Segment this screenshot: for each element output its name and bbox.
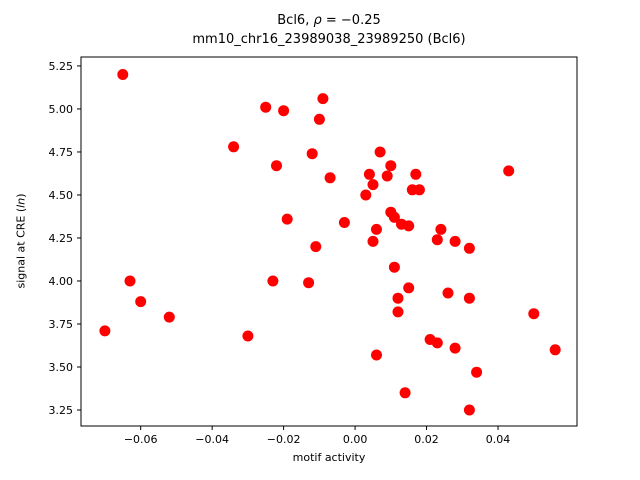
scatter-point [549, 344, 561, 356]
scatter-point [442, 287, 454, 299]
scatter-point [163, 311, 175, 323]
scatter-point [449, 342, 461, 354]
y-label-prefix: signal at CRE ( [14, 207, 28, 289]
scatter-point [338, 217, 350, 228]
scatter-point [392, 306, 404, 318]
title-rho-symbol: ρ [313, 13, 322, 28]
axes-frame [80, 56, 578, 427]
scatter-point [278, 105, 290, 117]
scatter-point [117, 69, 129, 80]
scatter-point [392, 292, 404, 304]
scatter-point [310, 241, 322, 253]
scatter-point [413, 184, 425, 196]
scatter-point [363, 168, 375, 180]
scatter-point [381, 170, 393, 182]
scatter-point [228, 141, 240, 153]
scatter-point [360, 189, 372, 201]
scatter-point [403, 282, 415, 294]
scatter-point [403, 220, 415, 232]
scatter-point [371, 223, 382, 235]
scatter-point [306, 148, 318, 160]
scatter-point [388, 261, 400, 273]
scatter-point [99, 325, 111, 337]
scatter-point [324, 172, 336, 184]
x-tick-label: −0.04 [195, 433, 229, 446]
scatter-point [313, 113, 325, 125]
y-label-ln: ln [14, 197, 28, 208]
scatter-point [267, 275, 279, 287]
scatter-point [317, 93, 329, 105]
y-tick-label: 4.25 [49, 232, 74, 245]
y-tick-label: 5.25 [49, 60, 74, 73]
x-tick-label: −0.02 [267, 433, 301, 446]
scatter-point [271, 160, 282, 172]
y-axis-label: signal at CRE (ln) [15, 194, 28, 289]
scatter-point [388, 211, 400, 223]
scatter-point [260, 101, 272, 113]
scatter-point [367, 179, 379, 191]
scatter-point [303, 277, 315, 289]
title-correlation-value: = −0.25 [321, 13, 381, 28]
scatter-point [385, 160, 397, 172]
x-tick-label: 0.04 [486, 433, 511, 446]
scatter-point [124, 275, 136, 287]
scatter-point [371, 349, 382, 361]
chart-title-line1: Bcl6, ρ = −0.25 [277, 13, 380, 28]
y-tick-label: 4.75 [49, 146, 74, 159]
scatter-point [449, 235, 461, 247]
scatter-point [135, 296, 147, 308]
scatter-point [528, 308, 540, 320]
scatter-point [463, 242, 475, 254]
y-tick-label: 4.00 [49, 275, 74, 288]
scatter-point [242, 330, 254, 342]
x-axis-label: motif activity [292, 451, 366, 464]
scatter-point [463, 292, 475, 304]
x-tick-label: 0.02 [414, 433, 439, 446]
y-tick-label: 3.50 [49, 361, 74, 374]
scatter-point [410, 168, 422, 180]
scatter-point [431, 234, 443, 246]
y-tick-label: 4.50 [49, 189, 74, 202]
scatter-point [463, 404, 475, 416]
x-tick-label: −0.06 [124, 433, 158, 446]
scatter-point [367, 235, 379, 247]
y-label-suffix: ) [14, 193, 28, 198]
scatter-point [431, 337, 443, 349]
x-tick-label: 0.00 [343, 433, 368, 446]
title-prefix: Bcl6, [277, 13, 314, 28]
y-tick-label: 3.75 [49, 318, 74, 331]
scatter-point [471, 366, 483, 378]
chart-title-line2: mm10_chr16_23989038_23989250 (Bcl6) [192, 32, 466, 47]
scatter-point [374, 146, 386, 158]
scatter-point [281, 213, 293, 225]
y-tick-label: 3.25 [49, 404, 74, 417]
scatter-point [435, 223, 447, 235]
y-tick-label: 5.00 [49, 103, 74, 116]
scatter-point [503, 165, 515, 177]
scatter-point [399, 387, 411, 399]
